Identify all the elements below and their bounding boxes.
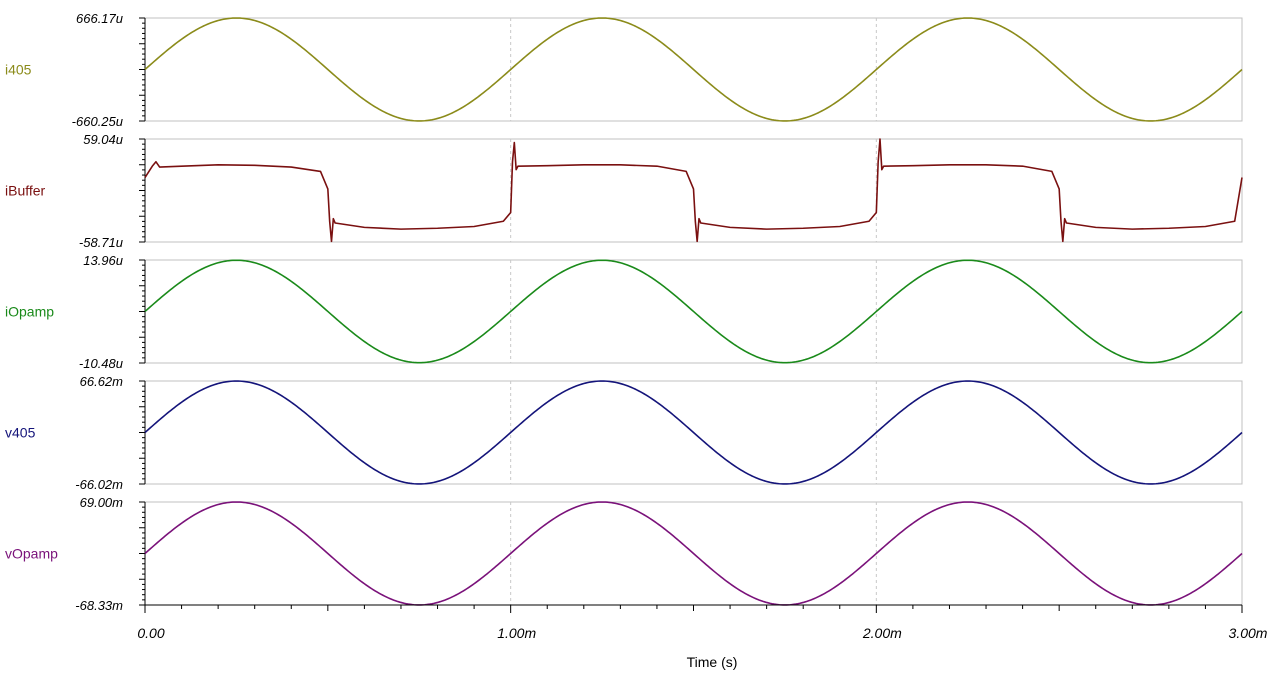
x-tick-label: 3.00m <box>1229 625 1268 641</box>
x-tick-label: 2.00m <box>862 625 902 641</box>
plot-panels: 666.17u -660.25u i405 59.04u -58.71u iBuffer 1… <box>5 11 1243 613</box>
x-tick-label: 1.00m <box>497 625 536 641</box>
series-label-v405: v405 <box>5 425 36 441</box>
trace-iBuffer <box>144 138 1243 243</box>
series-label-vOpamp: vOpamp <box>5 546 58 562</box>
y-min-label: -66.02m <box>75 477 123 492</box>
panel-i405: 666.17u -660.25u i405 <box>5 11 1243 129</box>
trace-i405 <box>144 17 1243 122</box>
panel-vOpamp: 69.00m -68.33m vOpamp <box>5 495 1243 613</box>
y-max-label: 666.17u <box>76 11 123 26</box>
y-min-label: -10.48u <box>79 356 123 371</box>
series-label-iOpamp: iOpamp <box>5 304 54 320</box>
trace-v405 <box>144 380 1243 485</box>
panel-iOpamp: 13.96u -10.48u iOpamp <box>5 253 1243 371</box>
panel-v405: 66.62m -66.02m v405 <box>5 374 1243 492</box>
series-label-i405: i405 <box>5 62 32 78</box>
y-max-label: 13.96u <box>83 253 123 268</box>
panel-iBuffer: 59.04u -58.71u iBuffer <box>5 132 1243 250</box>
x-axis-label: Time (s) <box>687 654 738 670</box>
series-label-iBuffer: iBuffer <box>5 183 46 199</box>
x-axis: 0.00 1.00m 2.00m 3.00m <box>137 604 1268 641</box>
trace-iOpamp <box>144 259 1243 364</box>
y-max-label: 69.00m <box>80 495 124 510</box>
y-min-label: -660.25u <box>72 114 123 129</box>
y-min-label: -68.33m <box>75 598 123 613</box>
y-min-label: -58.71u <box>79 235 123 250</box>
y-max-label: 66.62m <box>80 374 124 389</box>
y-max-label: 59.04u <box>83 132 123 147</box>
trace-vOpamp <box>144 501 1243 606</box>
x-tick-label: 0.00 <box>137 625 164 641</box>
